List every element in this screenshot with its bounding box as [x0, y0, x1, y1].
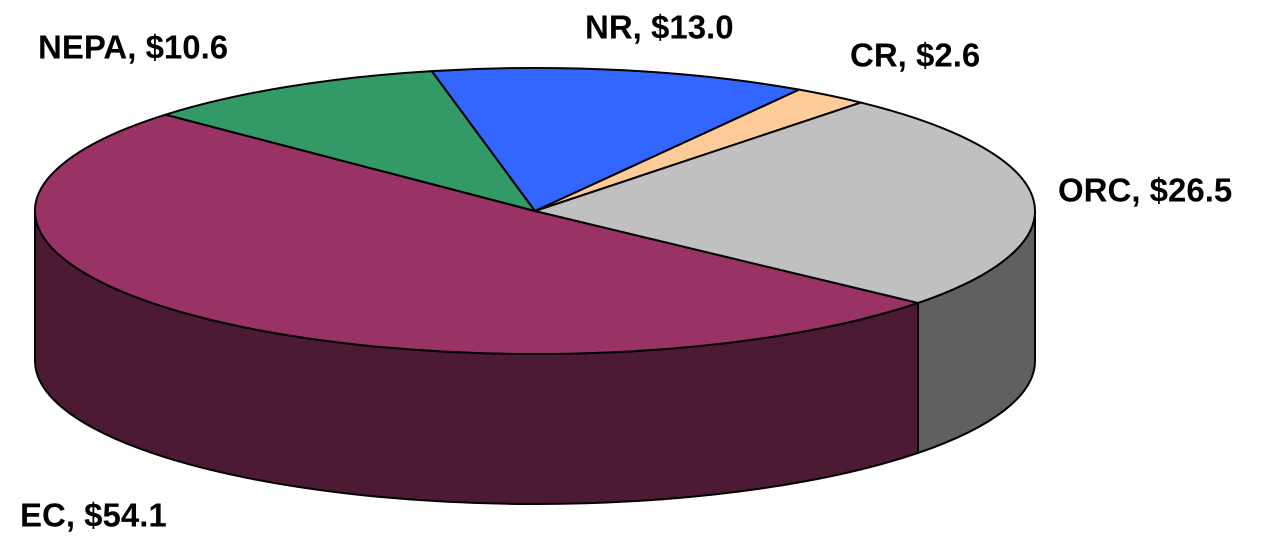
slice — [164, 70, 536, 212]
slice — [34, 113, 920, 355]
data-label: EC, $54.1 — [20, 497, 167, 534]
data-label: NEPA, $10.6 — [38, 29, 228, 66]
slice — [534, 101, 1036, 304]
slice — [430, 67, 801, 212]
data-label: CR, $2.6 — [850, 37, 980, 74]
data-label: ORC, $26.5 — [1058, 172, 1232, 209]
data-label: NR, $13.0 — [585, 9, 734, 46]
